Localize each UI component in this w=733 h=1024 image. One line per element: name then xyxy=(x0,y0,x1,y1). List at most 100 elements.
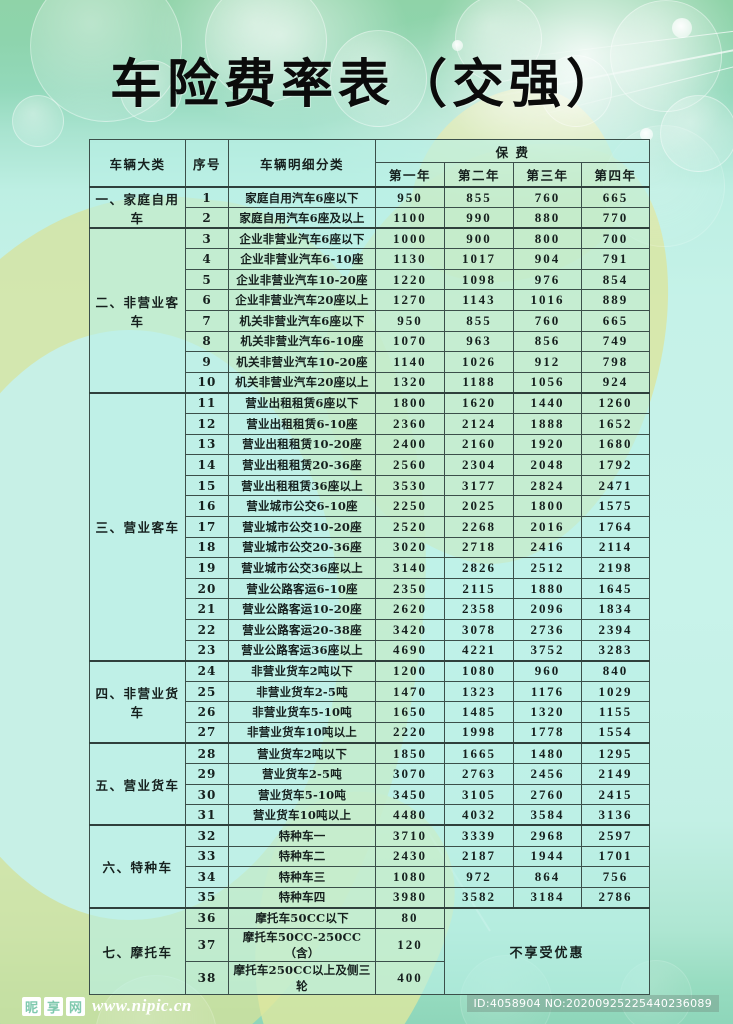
detail-cell: 营业货车5-10吨 xyxy=(228,783,376,806)
detail-cell: 营业出租租赁36座以上 xyxy=(228,474,376,497)
detail-cell: 非营业货车2-5吨 xyxy=(228,680,376,703)
year2-cell: 2187 xyxy=(444,845,514,868)
year4-cell: 2786 xyxy=(580,886,651,909)
detail-cell: 机关非营业汽车6-10座 xyxy=(228,330,376,353)
year3-cell: 3184 xyxy=(513,886,582,909)
year1-cell: 2350 xyxy=(375,577,445,600)
row-index-cell: 31 xyxy=(185,804,229,826)
year1-cell: 950 xyxy=(375,186,445,209)
detail-cell: 营业城市公交20-36座 xyxy=(228,536,376,559)
year3-cell: 976 xyxy=(513,268,582,291)
row-index-cell: 33 xyxy=(185,845,229,868)
table-row: 四、非营业货车 24 非营业货车2吨以下 1200 1080 960 840 xyxy=(89,660,651,744)
year2-cell: 855 xyxy=(444,186,514,209)
row-index-cell: 21 xyxy=(185,598,229,620)
site-logo[interactable]: 昵 享 网 www.nipic.cn xyxy=(22,996,192,1016)
year2-cell: 3339 xyxy=(444,824,514,847)
table-row: 18 营业城市公交20-36座 3020 2718 2416 2114 xyxy=(90,536,651,559)
year4-cell: 798 xyxy=(580,351,651,373)
detail-cell: 营业货车2-5吨 xyxy=(228,763,376,785)
year3-cell: 960 xyxy=(513,660,582,682)
page-title: 车险费率表（交强） xyxy=(109,54,623,115)
detail-cell: 非营业货车2吨以下 xyxy=(228,660,376,682)
year4-cell: 2597 xyxy=(580,824,651,847)
year3-cell: 912 xyxy=(513,351,582,373)
header-row-1: 车辆大类 序号 车辆明细分类 保 费 xyxy=(89,138,651,188)
row-index-cell: 14 xyxy=(185,454,229,476)
detail-cell: 非营业货车10吨以上 xyxy=(228,721,376,744)
row-index-cell: 11 xyxy=(185,392,229,415)
year2-cell: 4221 xyxy=(444,639,514,662)
detail-cell: 营业出租租赁10-20座 xyxy=(228,433,376,456)
row-index-cell: 20 xyxy=(185,577,229,600)
logo-characters: 昵 享 网 xyxy=(22,997,85,1016)
year3-cell: 1320 xyxy=(513,701,582,723)
table-body: 一、家庭自用车 1 家庭自用汽车6座以下 950 855 760 665 2 家庭自用汽车6座及… xyxy=(89,186,651,995)
year2-cell: 2358 xyxy=(444,598,514,620)
table-row: 34 特种车三 1080 972 864 756 xyxy=(90,866,651,888)
no-promotion-cell: 不享受优惠 xyxy=(443,907,651,995)
table-row: 17 营业城市公交10-20座 2520 2268 2016 1764 xyxy=(90,516,651,538)
year1-cell: 2620 xyxy=(375,598,445,620)
detail-cell: 特种车三 xyxy=(228,866,376,888)
table-row: 20 营业公路客运6-10座 2350 2115 1880 1645 xyxy=(90,577,651,600)
detail-cell: 营业出租租赁6座以下 xyxy=(228,392,376,415)
row-index-cell: 29 xyxy=(185,763,229,785)
table-row: 4 企业非营业汽车6-10座 1130 1017 904 791 xyxy=(90,248,651,270)
category-cell: 二、非营业客车 xyxy=(89,227,186,394)
detail-cell: 摩托车250CC以上及侧三轮 xyxy=(228,960,376,995)
year1-cell: 1270 xyxy=(375,289,445,312)
year4-cell: 2114 xyxy=(580,536,651,559)
row-index-cell: 28 xyxy=(185,742,229,765)
year3-cell: 864 xyxy=(513,866,582,888)
year3-cell: 1480 xyxy=(513,742,582,765)
table-row: 12 营业出租租赁6-10座 2360 2124 1888 1652 xyxy=(90,413,651,435)
logo-char: 网 xyxy=(66,997,85,1016)
year2-cell: 2124 xyxy=(444,413,514,435)
year3-cell: 1800 xyxy=(513,495,582,517)
table-header: 车辆大类 序号 车辆明细分类 保 费 第一年 第二年 第三年 第四年 xyxy=(89,138,651,188)
year1-cell: 1130 xyxy=(375,248,445,270)
row-index-cell: 1 xyxy=(185,186,229,209)
year3-cell: 1778 xyxy=(513,721,582,744)
table-row: 21 营业公路客运10-20座 2620 2358 2096 1834 xyxy=(90,598,651,620)
year2-cell: 1080 xyxy=(444,660,514,682)
year1-cell: 1220 xyxy=(375,268,445,291)
year4-cell: 2415 xyxy=(580,783,651,806)
year1-cell: 4480 xyxy=(375,804,445,826)
year1-cell: 3070 xyxy=(375,763,445,785)
year4-cell: 756 xyxy=(580,866,651,888)
year2-cell: 2304 xyxy=(444,454,514,476)
year4-cell: 770 xyxy=(580,207,651,229)
year1-cell: 1100 xyxy=(375,207,445,229)
year3-cell: 1440 xyxy=(513,392,582,415)
row-index-cell: 27 xyxy=(185,721,229,744)
row-index-cell: 30 xyxy=(185,783,229,806)
detail-cell: 企业非营业汽车10-20座 xyxy=(228,268,376,291)
year3-cell: 904 xyxy=(513,248,582,270)
header-year3: 第三年 xyxy=(513,162,582,188)
table-row: 38 摩托车250CC以上及侧三轮 400 xyxy=(90,960,650,995)
table-row: 26 非营业货车5-10吨 1650 1485 1320 1155 xyxy=(90,701,651,723)
year2-cell: 1665 xyxy=(444,742,514,765)
year1-cell: 2520 xyxy=(375,516,445,538)
year1-cell: 3980 xyxy=(375,886,445,909)
row-index-cell: 8 xyxy=(185,330,229,353)
year4-cell: 3283 xyxy=(580,639,651,662)
year2-cell: 1017 xyxy=(444,248,514,270)
detail-cell: 营业出租租赁6-10座 xyxy=(228,413,376,435)
year2-cell: 3105 xyxy=(444,783,514,806)
row-index-cell: 24 xyxy=(185,660,229,682)
detail-cell: 特种车四 xyxy=(228,886,376,909)
year4-cell: 791 xyxy=(580,248,651,270)
detail-cell: 家庭自用汽车6座及以上 xyxy=(228,207,376,229)
year4-cell: 840 xyxy=(580,660,651,682)
year4-cell: 2394 xyxy=(580,618,651,641)
year2-cell: 1098 xyxy=(444,268,514,291)
year2-cell: 2826 xyxy=(444,557,514,579)
row-index-cell: 23 xyxy=(185,639,229,662)
year1-cell: 1000 xyxy=(375,227,445,250)
row-index-cell: 38 xyxy=(185,960,229,995)
site-url[interactable]: www.nipic.cn xyxy=(92,996,192,1015)
header-row-2: 第一年 第二年 第三年 第四年 xyxy=(90,162,651,188)
